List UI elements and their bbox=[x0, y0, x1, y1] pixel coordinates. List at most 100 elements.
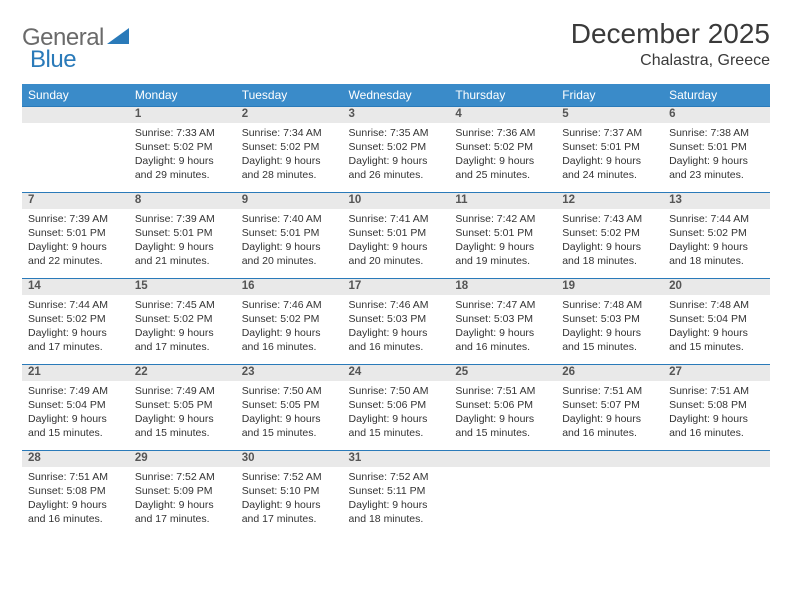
sunset-text: Sunset: 5:03 PM bbox=[562, 312, 657, 326]
daylight-text-2: and 18 minutes. bbox=[562, 254, 657, 268]
daylight-text: Daylight: 9 hours bbox=[28, 412, 123, 426]
day-number: 29 bbox=[129, 451, 236, 467]
day-content-row: Sunrise: 7:51 AMSunset: 5:08 PMDaylight:… bbox=[22, 467, 770, 537]
day-cell: Sunrise: 7:50 AMSunset: 5:05 PMDaylight:… bbox=[236, 381, 343, 451]
daylight-text: Daylight: 9 hours bbox=[455, 412, 550, 426]
day-number: 17 bbox=[343, 279, 450, 295]
sunset-text: Sunset: 5:06 PM bbox=[455, 398, 550, 412]
sunset-text: Sunset: 5:02 PM bbox=[242, 312, 337, 326]
day-number: 26 bbox=[556, 365, 663, 381]
sunrise-text: Sunrise: 7:47 AM bbox=[455, 298, 550, 312]
day-number: 7 bbox=[22, 193, 129, 209]
daylight-text: Daylight: 9 hours bbox=[562, 240, 657, 254]
sunset-text: Sunset: 5:05 PM bbox=[135, 398, 230, 412]
sunrise-text: Sunrise: 7:35 AM bbox=[349, 126, 444, 140]
day-cell: Sunrise: 7:49 AMSunset: 5:04 PMDaylight:… bbox=[22, 381, 129, 451]
day-header: Tuesday bbox=[236, 84, 343, 107]
sunset-text: Sunset: 5:02 PM bbox=[669, 226, 764, 240]
sunrise-text: Sunrise: 7:39 AM bbox=[28, 212, 123, 226]
sunset-text: Sunset: 5:02 PM bbox=[28, 312, 123, 326]
logo-triangle-icon bbox=[107, 26, 129, 51]
daylight-text-2: and 17 minutes. bbox=[28, 340, 123, 354]
sunrise-text: Sunrise: 7:34 AM bbox=[242, 126, 337, 140]
day-number: 14 bbox=[22, 279, 129, 295]
daylight-text-2: and 16 minutes. bbox=[455, 340, 550, 354]
day-number bbox=[449, 451, 556, 467]
day-cell: Sunrise: 7:45 AMSunset: 5:02 PMDaylight:… bbox=[129, 295, 236, 365]
daylight-text: Daylight: 9 hours bbox=[135, 240, 230, 254]
sunrise-text: Sunrise: 7:51 AM bbox=[28, 470, 123, 484]
daylight-text: Daylight: 9 hours bbox=[349, 498, 444, 512]
daylight-text: Daylight: 9 hours bbox=[349, 240, 444, 254]
sunset-text: Sunset: 5:01 PM bbox=[242, 226, 337, 240]
daylight-text: Daylight: 9 hours bbox=[562, 412, 657, 426]
daylight-text: Daylight: 9 hours bbox=[135, 412, 230, 426]
daylight-text-2: and 23 minutes. bbox=[669, 168, 764, 182]
day-cell: Sunrise: 7:39 AMSunset: 5:01 PMDaylight:… bbox=[129, 209, 236, 279]
daylight-text-2: and 25 minutes. bbox=[455, 168, 550, 182]
daylight-text: Daylight: 9 hours bbox=[242, 498, 337, 512]
day-cell: Sunrise: 7:48 AMSunset: 5:04 PMDaylight:… bbox=[663, 295, 770, 365]
daylight-text: Daylight: 9 hours bbox=[242, 326, 337, 340]
logo-text-blue: Blue bbox=[30, 46, 76, 73]
sunrise-text: Sunrise: 7:44 AM bbox=[28, 298, 123, 312]
sunrise-text: Sunrise: 7:40 AM bbox=[242, 212, 337, 226]
day-cell: Sunrise: 7:51 AMSunset: 5:08 PMDaylight:… bbox=[22, 467, 129, 537]
sunrise-text: Sunrise: 7:37 AM bbox=[562, 126, 657, 140]
daylight-text: Daylight: 9 hours bbox=[669, 154, 764, 168]
day-header: Thursday bbox=[449, 84, 556, 107]
day-number-row: 21222324252627 bbox=[22, 365, 770, 381]
day-number bbox=[556, 451, 663, 467]
sunset-text: Sunset: 5:04 PM bbox=[669, 312, 764, 326]
sunset-text: Sunset: 5:04 PM bbox=[28, 398, 123, 412]
daylight-text-2: and 20 minutes. bbox=[349, 254, 444, 268]
day-cell: Sunrise: 7:33 AMSunset: 5:02 PMDaylight:… bbox=[129, 123, 236, 193]
daylight-text-2: and 15 minutes. bbox=[562, 340, 657, 354]
daylight-text: Daylight: 9 hours bbox=[28, 240, 123, 254]
day-number: 19 bbox=[556, 279, 663, 295]
sunset-text: Sunset: 5:02 PM bbox=[562, 226, 657, 240]
sunset-text: Sunset: 5:01 PM bbox=[669, 140, 764, 154]
sunset-text: Sunset: 5:03 PM bbox=[349, 312, 444, 326]
day-number bbox=[22, 107, 129, 123]
calendar-table: Sunday Monday Tuesday Wednesday Thursday… bbox=[22, 84, 770, 537]
sunset-text: Sunset: 5:02 PM bbox=[135, 312, 230, 326]
day-number: 27 bbox=[663, 365, 770, 381]
location: Chalastra, Greece bbox=[571, 52, 770, 70]
day-number: 4 bbox=[449, 107, 556, 123]
day-header-row: Sunday Monday Tuesday Wednesday Thursday… bbox=[22, 84, 770, 107]
sunrise-text: Sunrise: 7:41 AM bbox=[349, 212, 444, 226]
sunrise-text: Sunrise: 7:48 AM bbox=[669, 298, 764, 312]
daylight-text-2: and 28 minutes. bbox=[242, 168, 337, 182]
day-number: 11 bbox=[449, 193, 556, 209]
daylight-text: Daylight: 9 hours bbox=[349, 154, 444, 168]
sunset-text: Sunset: 5:02 PM bbox=[349, 140, 444, 154]
sunrise-text: Sunrise: 7:51 AM bbox=[562, 384, 657, 398]
sunset-text: Sunset: 5:05 PM bbox=[242, 398, 337, 412]
sunrise-text: Sunrise: 7:52 AM bbox=[135, 470, 230, 484]
daylight-text: Daylight: 9 hours bbox=[242, 154, 337, 168]
title-block: December 2025 Chalastra, Greece bbox=[571, 18, 770, 70]
daylight-text: Daylight: 9 hours bbox=[455, 326, 550, 340]
day-number: 31 bbox=[343, 451, 450, 467]
daylight-text-2: and 15 minutes. bbox=[455, 426, 550, 440]
daylight-text-2: and 16 minutes. bbox=[28, 512, 123, 526]
day-number: 1 bbox=[129, 107, 236, 123]
day-cell: Sunrise: 7:49 AMSunset: 5:05 PMDaylight:… bbox=[129, 381, 236, 451]
sunrise-text: Sunrise: 7:43 AM bbox=[562, 212, 657, 226]
day-header: Wednesday bbox=[343, 84, 450, 107]
day-cell: Sunrise: 7:51 AMSunset: 5:06 PMDaylight:… bbox=[449, 381, 556, 451]
day-number: 9 bbox=[236, 193, 343, 209]
day-cell: Sunrise: 7:51 AMSunset: 5:07 PMDaylight:… bbox=[556, 381, 663, 451]
day-cell: Sunrise: 7:40 AMSunset: 5:01 PMDaylight:… bbox=[236, 209, 343, 279]
daylight-text-2: and 17 minutes. bbox=[242, 512, 337, 526]
day-number-row: 123456 bbox=[22, 107, 770, 123]
daylight-text: Daylight: 9 hours bbox=[669, 326, 764, 340]
daylight-text-2: and 15 minutes. bbox=[349, 426, 444, 440]
day-number: 3 bbox=[343, 107, 450, 123]
sunrise-text: Sunrise: 7:38 AM bbox=[669, 126, 764, 140]
sunrise-text: Sunrise: 7:49 AM bbox=[28, 384, 123, 398]
logo-text-blue-wrap: Blue bbox=[30, 46, 76, 74]
day-cell: Sunrise: 7:43 AMSunset: 5:02 PMDaylight:… bbox=[556, 209, 663, 279]
sunrise-text: Sunrise: 7:50 AM bbox=[242, 384, 337, 398]
